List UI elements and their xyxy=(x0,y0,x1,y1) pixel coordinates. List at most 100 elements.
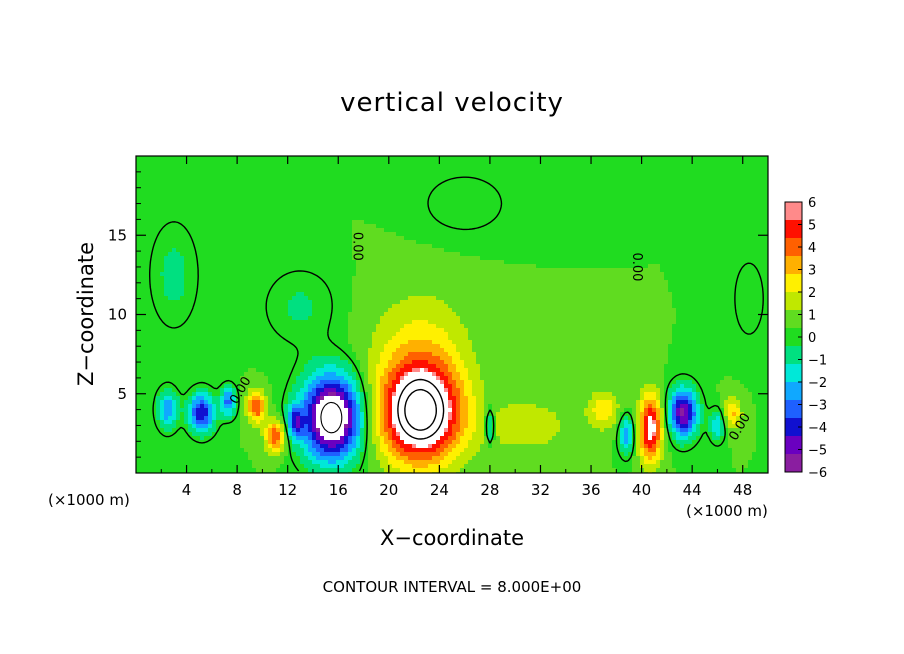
field-cell xyxy=(532,232,536,236)
field-cell xyxy=(188,224,192,228)
field-cell xyxy=(368,236,372,240)
field-cell xyxy=(332,164,336,168)
field-cell xyxy=(636,244,640,248)
field-cell xyxy=(500,264,504,268)
field-cell xyxy=(408,200,412,204)
field-cell xyxy=(712,184,716,188)
field-cell xyxy=(376,164,380,168)
field-cell xyxy=(492,208,496,212)
field-cell xyxy=(184,196,188,200)
field-cell xyxy=(388,224,392,228)
field-cell xyxy=(172,176,176,180)
field-cell xyxy=(184,204,188,208)
field-cell xyxy=(704,180,708,184)
field-cell xyxy=(656,224,660,228)
field-cell xyxy=(204,276,208,280)
field-cell xyxy=(660,264,664,268)
field-cell xyxy=(624,156,628,160)
field-cell xyxy=(568,232,572,236)
field-cell xyxy=(672,248,676,252)
field-cell xyxy=(600,196,604,200)
field-cell xyxy=(440,236,444,240)
field-cell xyxy=(376,236,380,240)
field-cell xyxy=(644,212,648,216)
field-cell xyxy=(588,244,592,248)
field-cell xyxy=(416,176,420,180)
field-cell xyxy=(332,156,336,160)
field-cell xyxy=(188,264,192,268)
field-cell xyxy=(464,156,468,160)
field-cell xyxy=(316,240,320,244)
field-cell xyxy=(220,168,224,172)
field-cell xyxy=(732,172,736,176)
field-cell xyxy=(564,208,568,212)
field-cell xyxy=(476,220,480,224)
field-cell xyxy=(712,244,716,248)
field-cell xyxy=(280,184,284,188)
field-cell xyxy=(508,156,512,160)
field-cell xyxy=(156,244,160,248)
field-cell xyxy=(712,192,716,196)
field-cell xyxy=(616,156,620,160)
field-cell xyxy=(236,200,240,204)
field-cell xyxy=(576,244,580,248)
field-cell xyxy=(440,200,444,204)
field-cell xyxy=(476,188,480,192)
field-cell xyxy=(488,228,492,232)
field-cell xyxy=(488,188,492,192)
field-cell xyxy=(220,200,224,204)
field-cell xyxy=(232,264,236,268)
field-cell xyxy=(360,176,364,180)
field-cell xyxy=(744,192,748,196)
field-cell xyxy=(688,260,692,264)
field-cell xyxy=(296,232,300,236)
field-cell xyxy=(704,184,708,188)
field-cell xyxy=(368,220,372,224)
field-cell xyxy=(456,220,460,224)
field-cell xyxy=(448,188,452,192)
field-cell xyxy=(200,188,204,192)
field-cell xyxy=(376,260,380,264)
field-cell xyxy=(152,216,156,220)
field-cell xyxy=(172,160,176,164)
field-cell xyxy=(396,188,400,192)
field-cell xyxy=(600,276,604,280)
field-cell xyxy=(420,252,424,256)
field-cell xyxy=(200,180,204,184)
field-cell xyxy=(760,248,764,252)
field-cell xyxy=(188,240,192,244)
field-cell xyxy=(528,168,532,172)
field-cell xyxy=(144,220,148,224)
field-cell xyxy=(752,252,756,256)
field-cell xyxy=(332,244,336,248)
field-cell xyxy=(464,188,468,192)
field-cell xyxy=(284,188,288,192)
field-cell xyxy=(380,272,384,276)
field-cell xyxy=(656,184,660,188)
field-cell xyxy=(292,192,296,196)
field-cell xyxy=(720,232,724,236)
field-cell xyxy=(732,180,736,184)
field-cell xyxy=(376,220,380,224)
field-cell xyxy=(516,196,520,200)
field-cell xyxy=(592,208,596,212)
field-cell xyxy=(664,228,668,232)
field-cell xyxy=(444,172,448,176)
field-cell xyxy=(604,232,608,236)
field-cell xyxy=(584,168,588,172)
field-cell xyxy=(452,244,456,248)
field-cell xyxy=(572,240,576,244)
field-cell xyxy=(532,244,536,248)
field-cell xyxy=(696,164,700,168)
field-cell xyxy=(172,268,176,272)
field-cell xyxy=(444,164,448,168)
field-cell xyxy=(752,224,756,228)
field-cell xyxy=(220,160,224,164)
field-cell xyxy=(284,244,288,248)
field-cell xyxy=(264,204,268,208)
field-cell xyxy=(568,192,572,196)
field-cell xyxy=(652,184,656,188)
field-cell xyxy=(320,268,324,272)
field-cell xyxy=(160,176,164,180)
field-cell xyxy=(216,216,220,220)
